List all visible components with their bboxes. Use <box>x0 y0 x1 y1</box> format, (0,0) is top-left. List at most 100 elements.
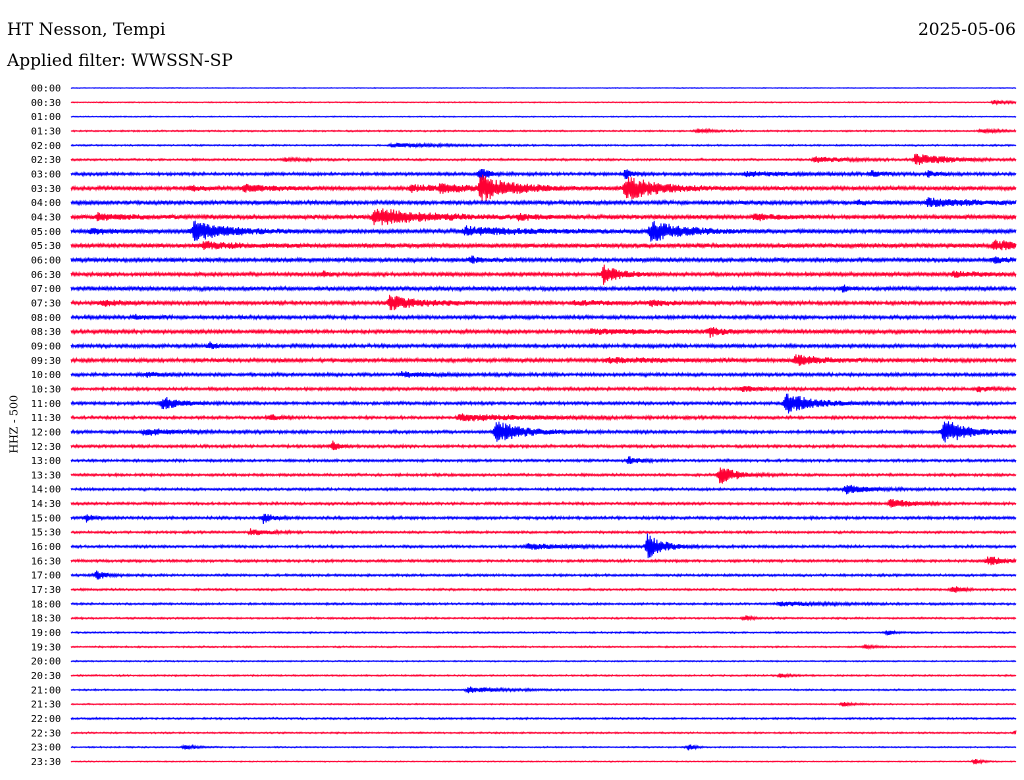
trace-line <box>70 499 1017 508</box>
trace-line <box>70 385 1017 393</box>
trace-line <box>70 341 1017 350</box>
trace-line <box>70 115 1017 119</box>
time-tick-label: 01:30 <box>31 126 61 137</box>
time-tick-label: 00:30 <box>31 98 61 109</box>
time-tick-label: 06:00 <box>31 255 61 266</box>
time-tick-label: 10:30 <box>31 384 61 395</box>
time-tick-label: 14:30 <box>31 499 61 510</box>
time-tick-label: 00:00 <box>31 84 61 95</box>
trace-line <box>70 716 1017 721</box>
time-tick-label: 22:00 <box>31 714 61 725</box>
trace-line <box>70 556 1017 566</box>
time-tick-label: 03:30 <box>31 184 61 195</box>
time-tick-label: 20:30 <box>31 671 61 682</box>
trace-line <box>70 153 1017 166</box>
time-tick-label: 11:00 <box>31 399 61 410</box>
time-tick-label: 05:30 <box>31 241 61 252</box>
trace-line <box>70 440 1017 451</box>
trace-line <box>70 141 1017 149</box>
trace-line <box>70 197 1017 208</box>
time-tick-label: 13:30 <box>31 470 61 481</box>
filter-label: Applied filter: WWSSN-SP <box>7 51 233 71</box>
time-tick-label: 11:30 <box>31 413 61 424</box>
trace-line <box>70 643 1017 651</box>
trace-line <box>70 533 1017 559</box>
time-tick-label: 21:30 <box>31 700 61 711</box>
trace-line <box>70 99 1017 106</box>
trace-line <box>70 239 1017 251</box>
trace-line <box>70 393 1017 414</box>
time-tick-label: 12:00 <box>31 427 61 438</box>
time-tick-label: 16:30 <box>31 556 61 567</box>
trace-line <box>70 313 1017 322</box>
trace-line <box>70 370 1017 379</box>
time-tick-label: 20:00 <box>31 657 61 668</box>
time-tick-label: 19:00 <box>31 628 61 639</box>
time-tick-label: 15:30 <box>31 528 61 539</box>
trace-line <box>70 327 1017 338</box>
trace-line <box>70 659 1017 663</box>
trace-line <box>70 421 1017 443</box>
trace-line <box>70 255 1017 264</box>
time-tick-label: 08:00 <box>31 313 61 324</box>
trace-line <box>70 686 1017 694</box>
trace-line <box>70 701 1017 708</box>
trace-line <box>70 629 1017 636</box>
time-tick-label: 01:00 <box>31 112 61 123</box>
trace-line <box>70 743 1017 751</box>
time-tick-label: 06:30 <box>31 270 61 281</box>
time-tick-label: 02:30 <box>31 155 61 166</box>
trace-line <box>70 168 1017 182</box>
time-tick-label: 22:30 <box>31 728 61 739</box>
time-tick-label: 19:30 <box>31 642 61 653</box>
time-tick-label: 07:00 <box>31 284 61 295</box>
time-tick-label: 12:30 <box>31 442 61 453</box>
time-tick-label: 10:00 <box>31 370 61 381</box>
time-tick-label: 23:00 <box>31 743 61 754</box>
time-tick-label: 14:00 <box>31 485 61 496</box>
time-tick-label: 23:30 <box>31 757 61 768</box>
trace-line <box>70 730 1017 735</box>
time-tick-label: 03:00 <box>31 169 61 180</box>
trace-line <box>70 672 1017 679</box>
trace-line <box>70 600 1017 608</box>
trace-line <box>70 586 1017 593</box>
trace-line <box>70 467 1017 484</box>
time-tick-label: 16:00 <box>31 542 61 553</box>
time-tick-label: 04:00 <box>31 198 61 209</box>
trace-line <box>70 284 1017 293</box>
trace-line <box>70 174 1017 202</box>
time-tick-label: 07:30 <box>31 298 61 309</box>
trace-line <box>70 456 1017 465</box>
time-tick-label: 05:00 <box>31 227 61 238</box>
time-tick-label: 21:00 <box>31 685 61 696</box>
time-tick-label: 09:00 <box>31 341 61 352</box>
time-tick-label: 17:30 <box>31 585 61 596</box>
trace-line <box>70 86 1017 90</box>
trace-line <box>70 758 1017 765</box>
trace-line <box>70 513 1017 524</box>
trace-line <box>70 528 1017 536</box>
trace-line <box>70 127 1017 135</box>
trace-line <box>70 354 1017 366</box>
time-tick-label: 13:00 <box>31 456 61 467</box>
trace-line <box>70 413 1017 422</box>
trace-line <box>70 220 1017 242</box>
trace-line <box>70 484 1017 495</box>
time-tick-label: 02:00 <box>31 141 61 152</box>
trace-line <box>70 294 1017 311</box>
time-tick-label: 18:30 <box>31 614 61 625</box>
time-tick-label: 04:30 <box>31 212 61 223</box>
trace-line <box>70 570 1017 580</box>
time-tick-label: 08:30 <box>31 327 61 338</box>
time-tick-label: 17:00 <box>31 571 61 582</box>
trace-line <box>70 614 1017 622</box>
station-title: HT Nesson, Tempi <box>7 20 166 40</box>
trace-line <box>70 264 1017 285</box>
trace-line <box>70 208 1017 226</box>
time-tick-label: 15:00 <box>31 513 61 524</box>
time-tick-label: 18:00 <box>31 599 61 610</box>
date-label: 2025-05-06 <box>917 20 1016 40</box>
time-tick-label: 09:30 <box>31 356 61 367</box>
